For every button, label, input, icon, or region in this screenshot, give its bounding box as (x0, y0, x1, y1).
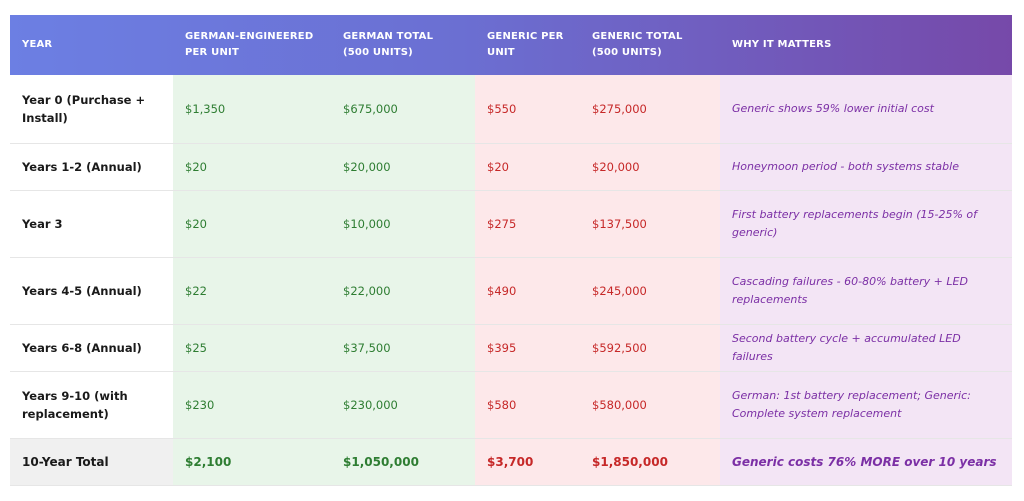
row-year-cell: Years 1-2 (Annual) (10, 143, 173, 191)
generic-total-cell: $592,500 (580, 324, 720, 372)
why-it-matters-cell: Cascading failures - 60-80% battery + LE… (720, 257, 1012, 325)
cost-comparison-table-wrapper: YEAR GERMAN-ENGINEERED PER UNIT GERMAN T… (10, 15, 1012, 486)
why-it-matters-cell: Second battery cycle + accumulated LED f… (720, 324, 1012, 372)
why-it-matters-cell: Generic shows 59% lower initial cost (720, 75, 1012, 144)
table-row: Years 6-8 (Annual) $25 $37,500 $395 $592… (10, 324, 1012, 372)
generic-per-unit-cell: $490 (475, 257, 580, 325)
german-total-cell: $20,000 (331, 143, 475, 191)
total-generic-per-unit-cell: $3,700 (475, 438, 580, 486)
header-german-total: GERMAN TOTAL (500 UNITS) (343, 31, 434, 58)
generic-total-cell: $137,500 (580, 190, 720, 258)
total-row: 10-Year Total $2,100 $1,050,000 $3,700 $… (10, 438, 1012, 486)
german-per-unit-cell: $20 (173, 190, 331, 258)
table-header: YEAR GERMAN-ENGINEERED PER UNIT GERMAN T… (10, 15, 1012, 75)
header-generic-total: GENERIC TOTAL (500 UNITS) (592, 31, 683, 58)
german-per-unit-cell: $22 (173, 257, 331, 325)
table-row: Year 3 $20 $10,000 $275 $137,500 First b… (10, 190, 1012, 258)
total-german-per-unit-cell: $2,100 (173, 438, 331, 486)
why-it-matters-cell: German: 1st battery replacement; Generic… (720, 371, 1012, 439)
german-per-unit-cell: $25 (173, 324, 331, 372)
german-per-unit-cell: $20 (173, 143, 331, 191)
generic-total-cell: $580,000 (580, 371, 720, 439)
generic-per-unit-cell: $395 (475, 324, 580, 372)
german-total-cell: $37,500 (331, 324, 475, 372)
row-year-cell: Years 9-10 (with replacement) (10, 371, 173, 439)
generic-total-cell: $245,000 (580, 257, 720, 325)
german-per-unit-cell: $230 (173, 371, 331, 439)
total-german-total-cell: $1,050,000 (331, 438, 475, 486)
table-row: Years 9-10 (with replacement) $230 $230,… (10, 371, 1012, 439)
why-it-matters-cell: First battery replacements begin (15-25%… (720, 190, 1012, 258)
german-total-cell: $230,000 (331, 371, 475, 439)
total-generic-total-cell: $1,850,000 (580, 438, 720, 486)
table-row: Years 1-2 (Annual) $20 $20,000 $20 $20,0… (10, 143, 1012, 191)
header-german-per-unit: GERMAN-ENGINEERED PER UNIT (185, 31, 314, 58)
cost-comparison-table: YEAR GERMAN-ENGINEERED PER UNIT GERMAN T… (10, 15, 1012, 486)
generic-per-unit-cell: $580 (475, 371, 580, 439)
generic-total-cell: $20,000 (580, 143, 720, 191)
header-year: YEAR (22, 39, 53, 50)
generic-per-unit-cell: $275 (475, 190, 580, 258)
row-year-cell: Years 4-5 (Annual) (10, 257, 173, 325)
header-row: YEAR GERMAN-ENGINEERED PER UNIT GERMAN T… (10, 15, 1012, 75)
german-per-unit-cell: $1,350 (173, 75, 331, 144)
why-it-matters-cell: Honeymoon period - both systems stable (720, 143, 1012, 191)
table-row: Year 0 (Purchase + Install) $1,350 $675,… (10, 75, 1012, 144)
row-year-cell: Year 0 (Purchase + Install) (10, 75, 173, 144)
german-total-cell: $10,000 (331, 190, 475, 258)
table-body: Year 0 (Purchase + Install) $1,350 $675,… (10, 75, 1012, 486)
table-row: Years 4-5 (Annual) $22 $22,000 $490 $245… (10, 257, 1012, 325)
generic-total-cell: $275,000 (580, 75, 720, 144)
german-total-cell: $22,000 (331, 257, 475, 325)
german-total-cell: $675,000 (331, 75, 475, 144)
row-year-cell: Years 6-8 (Annual) (10, 324, 173, 372)
header-generic-per-unit: GENERIC PER UNIT (487, 31, 564, 58)
total-year-cell: 10-Year Total (10, 438, 173, 486)
generic-per-unit-cell: $20 (475, 143, 580, 191)
row-year-cell: Year 3 (10, 190, 173, 258)
generic-per-unit-cell: $550 (475, 75, 580, 144)
header-why-it-matters: WHY IT MATTERS (732, 39, 832, 50)
total-why-it-matters-cell: Generic costs 76% MORE over 10 years (720, 438, 1012, 486)
